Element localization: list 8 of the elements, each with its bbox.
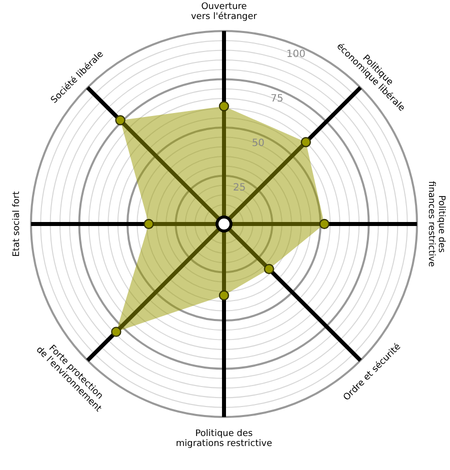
spoke-label: Politique des migrations restrictive: [176, 429, 273, 449]
spoke-label: Etat social fort: [12, 190, 22, 257]
y-tick-label: 75: [270, 94, 284, 105]
spoke-label: Politique des finances restrictive: [426, 181, 446, 268]
y-tick-label: 50: [252, 138, 265, 149]
y-tick-label: 100: [286, 49, 306, 60]
spoke-label: Ouverture vers l'étranger: [190, 2, 258, 22]
y-tick-label: 25: [232, 182, 246, 194]
